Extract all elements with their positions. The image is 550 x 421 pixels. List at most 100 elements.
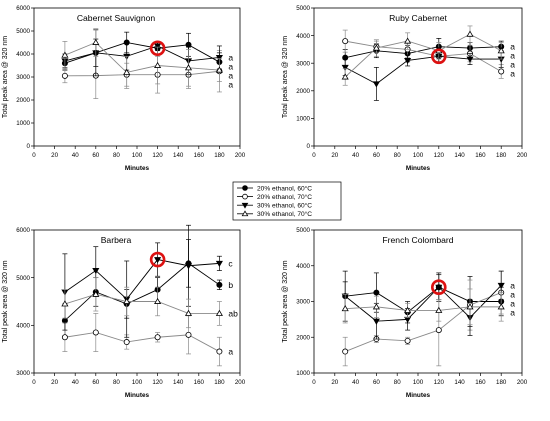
y-axis-label: Total peak area @ 320 nm <box>2 260 9 342</box>
x-tick-label: 200 <box>517 379 528 386</box>
data-point <box>184 263 193 270</box>
data-point <box>154 257 162 264</box>
data-point <box>497 303 505 310</box>
data-point <box>215 309 223 316</box>
panel-title: French Colombard <box>382 235 453 245</box>
y-tick-label: 1000 <box>296 370 310 377</box>
panel-0: 0 20 40 60 80 100 120 140 160 180 2000100020003000… <box>2 5 246 172</box>
data-point <box>216 281 223 288</box>
data-point <box>498 68 505 75</box>
series-line <box>345 292 502 352</box>
significance-letter: c <box>228 258 233 268</box>
series-line <box>64 259 220 300</box>
series-line <box>64 45 220 62</box>
data-point <box>342 348 349 355</box>
x-tick-label: 40 <box>352 379 359 386</box>
data-point <box>466 303 474 310</box>
y-tick-label: 0 <box>307 143 311 150</box>
panel-title: Barbera <box>101 235 132 245</box>
data-point <box>404 57 412 65</box>
series-line <box>345 286 502 313</box>
x-tick-label: 0 <box>312 152 316 159</box>
y-tick-label: 5000 <box>296 227 310 234</box>
x-tick-label: 180 <box>214 379 225 386</box>
x-tick-label: 60 <box>373 379 380 386</box>
data-point <box>497 47 505 54</box>
data-point <box>92 329 99 336</box>
legend-label: 30% ethanol, 60°C <box>257 202 312 210</box>
x-axis-label: Minutes <box>406 165 431 172</box>
y-tick-label: 5000 <box>16 275 30 282</box>
y-tick-label: 0 <box>27 143 31 150</box>
significance-letter: a <box>510 289 515 299</box>
x-tick-label: 120 <box>152 152 163 159</box>
x-tick-label: 120 <box>434 379 445 386</box>
significance-letter: a <box>228 79 233 89</box>
data-point <box>61 300 69 307</box>
x-tick-label: 60 <box>92 152 99 159</box>
significance-letter: a <box>510 307 515 317</box>
series-1 <box>342 29 505 79</box>
legend-label: 20% ethanol, 60°C <box>257 184 312 192</box>
series-1 <box>342 270 505 367</box>
data-point <box>435 284 443 291</box>
x-tick-label: 80 <box>394 152 401 159</box>
x-axis-label: Minutes <box>125 392 150 399</box>
y-tick-label: 4000 <box>296 33 310 40</box>
data-point <box>154 297 162 304</box>
series-line <box>64 41 220 73</box>
significance-letter: a <box>510 69 515 79</box>
x-tick-label: 160 <box>194 152 205 159</box>
data-point <box>154 334 161 341</box>
significance-letter: a <box>510 280 515 290</box>
series-2 <box>341 50 505 101</box>
series-line <box>64 293 220 314</box>
legend-marker <box>241 202 249 209</box>
y-tick-label: 6000 <box>16 5 30 12</box>
x-tick-label: 0 <box>32 379 36 386</box>
x-axis-label: Minutes <box>406 392 431 399</box>
legend-marker <box>241 210 249 217</box>
y-tick-label: 4000 <box>16 51 30 58</box>
series-3 <box>61 28 223 89</box>
data-point <box>216 348 223 355</box>
data-point <box>123 68 131 75</box>
x-tick-label: 180 <box>496 379 507 386</box>
data-point <box>404 306 412 313</box>
significance-letter: b <box>228 280 233 290</box>
data-point <box>466 30 474 37</box>
significance-letter: a <box>228 52 233 62</box>
significance-letter: a <box>228 70 233 80</box>
significance-letter: a <box>510 60 515 70</box>
data-point <box>466 56 474 63</box>
data-point <box>341 304 349 312</box>
y-axis-label: Total peak area @ 320 nm <box>282 260 289 342</box>
x-tick-label: 100 <box>132 379 143 386</box>
x-tick-label: 100 <box>132 152 143 159</box>
y-tick-label: 4000 <box>296 263 310 270</box>
data-point <box>341 73 349 80</box>
legend: 20% ethanol, 60°C20% ethanol, 70°C30% et… <box>232 181 342 221</box>
panel-title: Ruby Cabernet <box>389 13 447 23</box>
x-tick-label: 180 <box>496 152 507 159</box>
x-tick-label: 20 <box>331 379 338 386</box>
y-tick-label: 5000 <box>296 5 310 12</box>
series-line <box>344 285 502 322</box>
series-line <box>344 33 502 78</box>
series-0 <box>342 38 505 67</box>
data-point <box>435 306 443 313</box>
x-tick-label: 100 <box>413 379 424 386</box>
data-point <box>404 37 412 44</box>
data-point <box>372 318 380 325</box>
series-0 <box>342 272 505 327</box>
highlight-circle <box>149 40 166 57</box>
series-line <box>64 70 220 77</box>
x-tick-label: 200 <box>517 152 528 159</box>
x-tick-label: 0 <box>312 379 316 386</box>
data-point <box>154 61 162 68</box>
x-tick-label: 180 <box>214 152 225 159</box>
series-2 <box>61 224 223 338</box>
x-tick-label: 40 <box>72 379 79 386</box>
significance-letter: a <box>510 298 515 308</box>
data-point <box>404 337 411 344</box>
